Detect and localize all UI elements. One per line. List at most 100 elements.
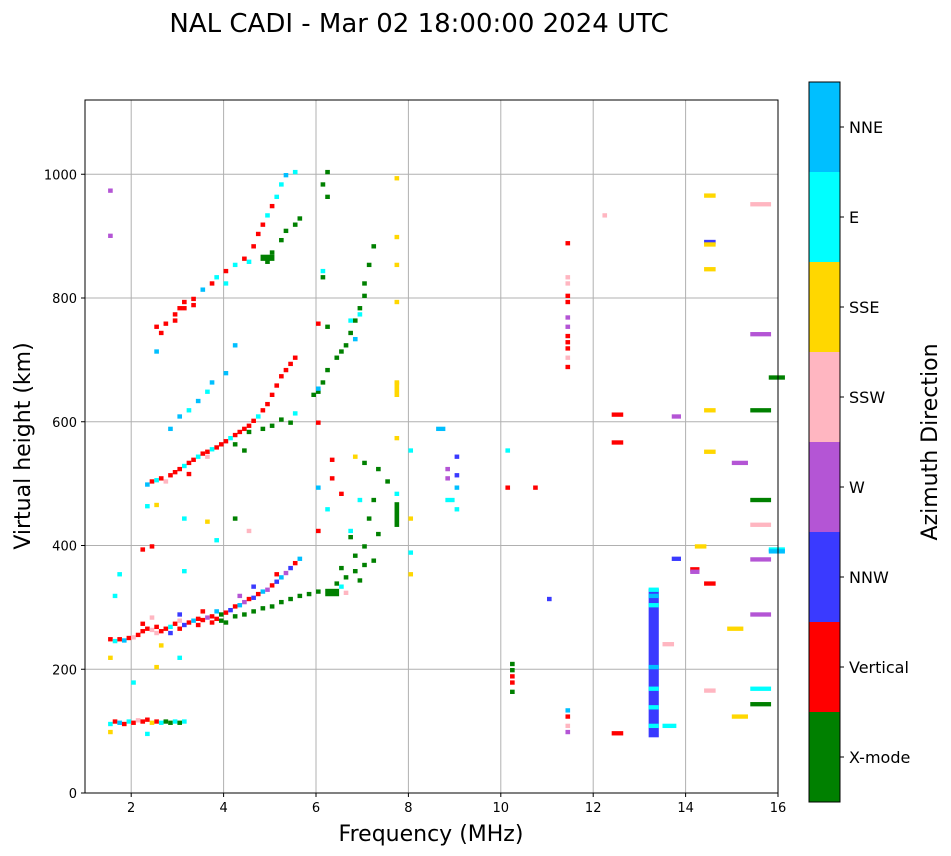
data-point-x-mode — [269, 250, 275, 255]
data-point-vertical — [292, 560, 298, 566]
data-point-nne — [237, 603, 243, 608]
data-point-vertical — [565, 346, 571, 351]
data-point-x-mode — [343, 343, 349, 348]
data-point-sse — [694, 544, 707, 549]
data-point-e — [158, 720, 164, 725]
colorbar-swatch-x-mode — [809, 712, 840, 802]
data-point-w — [237, 593, 243, 599]
data-point-x-mode — [362, 562, 367, 568]
data-point-vertical — [145, 626, 150, 631]
data-point-sse — [158, 643, 164, 648]
data-point-x-mode — [394, 502, 400, 527]
data-point-e — [182, 463, 187, 469]
data-point-e — [182, 569, 187, 574]
data-point-x-mode — [325, 324, 330, 329]
data-point-e — [255, 414, 261, 419]
data-point-e — [325, 507, 330, 512]
data-point-x-mode — [232, 442, 238, 447]
data-point-vertical — [279, 374, 284, 379]
data-point-nnw — [274, 579, 280, 584]
data-point-nne — [260, 589, 266, 594]
data-point-sse — [394, 381, 400, 397]
data-point-e — [145, 504, 150, 509]
data-point-ssw — [149, 627, 155, 633]
data-point-vertical — [329, 476, 335, 481]
data-point-x-mode — [292, 222, 298, 227]
x-tick-label: 6 — [312, 801, 320, 816]
data-point-e — [154, 478, 159, 483]
data-point-ssw — [135, 718, 141, 723]
data-point-vertical — [704, 581, 716, 586]
data-point-vertical — [533, 485, 538, 490]
data-point-nnw — [704, 239, 716, 245]
data-point-sse — [704, 193, 716, 198]
data-point-x-mode — [269, 604, 275, 609]
data-point-vertical — [565, 333, 571, 339]
data-point-x-mode — [306, 591, 312, 597]
data-point-w — [690, 569, 700, 574]
data-point-sse — [704, 267, 716, 272]
data-point-x-mode — [352, 553, 358, 558]
data-point-e — [182, 719, 187, 724]
colorbar-label: Azimuth Direction — [918, 343, 943, 540]
x-tick-label: 2 — [127, 801, 135, 816]
data-point-x-mode — [279, 417, 284, 422]
data-point-x-mode — [168, 720, 173, 725]
data-point-vertical — [246, 423, 252, 428]
data-point-nnw — [177, 612, 183, 617]
data-point-vertical — [251, 418, 256, 423]
data-point-vertical — [158, 330, 164, 336]
data-point-vertical — [205, 449, 210, 454]
data-point-x-mode — [320, 275, 326, 280]
data-point-x-mode — [260, 426, 266, 432]
data-point-nne — [191, 618, 196, 623]
data-point-vertical — [108, 637, 113, 642]
data-point-w — [565, 324, 571, 329]
data-point-vertical — [690, 567, 700, 572]
data-point-x-mode — [279, 599, 284, 605]
data-point-x-mode — [242, 612, 247, 617]
axis-ticks: 2 4 6 8 10 12 14 16 0 200 400 600 800 1000 — [44, 168, 786, 816]
data-point-ssw — [205, 454, 210, 459]
data-point-x-mode — [288, 420, 293, 425]
data-point-e — [292, 411, 298, 416]
data-point-ssw — [565, 355, 571, 360]
data-point-sse — [408, 516, 414, 521]
data-point-e — [357, 497, 363, 503]
data-point-ssw — [246, 528, 252, 534]
data-point-sse — [352, 454, 358, 459]
data-point-vertical — [140, 547, 146, 552]
data-point-e — [214, 538, 219, 543]
data-point-vertical — [223, 268, 229, 274]
data-point-x-mode — [348, 534, 353, 540]
data-point-ssw — [565, 723, 571, 729]
data-point-vertical — [565, 340, 571, 345]
data-point-sse — [205, 519, 210, 524]
data-point-x-mode — [297, 593, 303, 599]
data-point-nne — [121, 638, 127, 643]
data-point-vertical — [232, 432, 238, 438]
data-point-x-mode — [269, 423, 275, 428]
data-point-nnw — [251, 595, 256, 600]
data-point-nne — [454, 485, 460, 490]
colorbar-swatch-nne — [809, 82, 840, 172]
data-point-vertical — [316, 321, 321, 326]
data-point-vertical — [135, 632, 141, 638]
data-point-e — [228, 435, 233, 441]
data-point-nne — [209, 380, 215, 385]
data-point-x-mode — [297, 216, 303, 221]
data-point-vertical — [214, 445, 219, 450]
data-point-x-mode — [366, 262, 372, 268]
data-point-sse — [394, 435, 400, 441]
data-point-nne — [117, 720, 122, 725]
x-tick-label: 14 — [677, 801, 694, 816]
data-point-nnw — [454, 473, 460, 478]
data-point-vertical — [200, 617, 206, 623]
data-point-x-mode — [362, 293, 367, 298]
data-point-x-mode — [325, 194, 330, 199]
data-point-vertical — [154, 719, 159, 724]
data-point-sse — [704, 408, 716, 413]
data-point-ssw — [163, 479, 169, 484]
data-point-vertical — [140, 621, 146, 626]
data-point-vertical — [140, 719, 146, 724]
